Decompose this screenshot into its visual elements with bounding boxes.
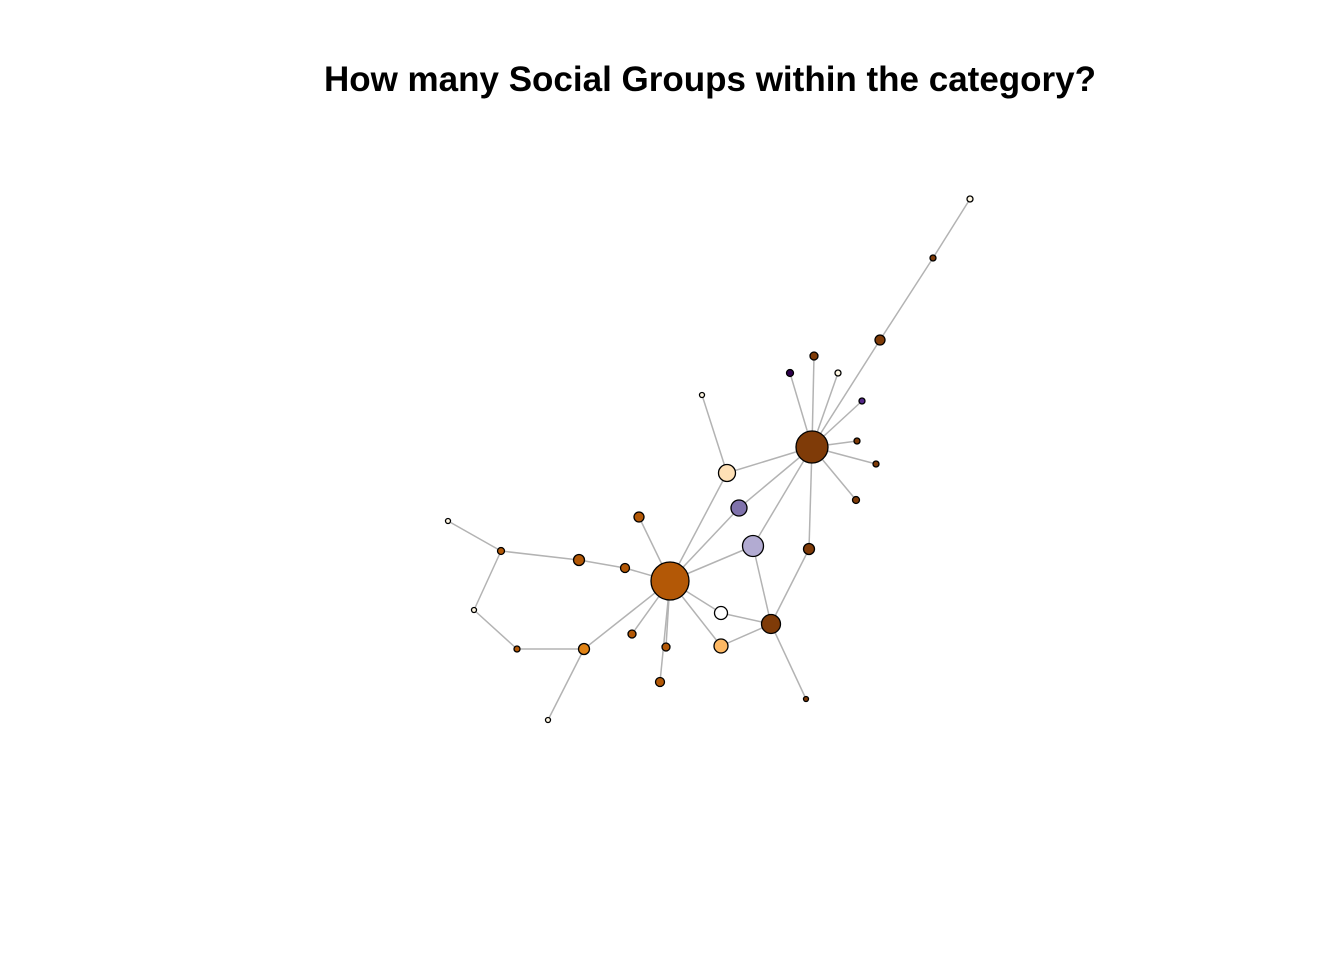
node-n-top-near — [874, 334, 886, 346]
nodes-layer — [444, 195, 974, 724]
node-n-spoke-brown-b — [853, 437, 861, 445]
edge-n-orange-left2-n-left-leaf — [447, 520, 502, 552]
edge-n-hub-small-n-hub-small-leaf — [770, 623, 807, 700]
edge-hub-brown-n-lavender-light — [752, 446, 813, 547]
node-n-orange-near — [619, 562, 631, 574]
node-n-spoke-brown-a — [809, 351, 819, 361]
node-hub-orange — [650, 561, 690, 601]
node-n-hub-small-leaf — [802, 695, 810, 703]
node-n-ring-a — [470, 606, 478, 614]
edge-n-top-near-hub-brown — [811, 339, 881, 448]
edge-n-top-far-n-top-mid — [932, 198, 971, 259]
node-n-spoke-purple-b — [858, 397, 866, 405]
edge-hub-brown-n-brown-mid — [808, 446, 813, 550]
edge-n-lavender-light-n-hub-small — [752, 545, 772, 625]
node-n-lavender-dark — [730, 499, 748, 517]
node-n-orange-left — [572, 553, 586, 567]
node-n-top-mid — [929, 254, 937, 262]
node-n-bottom-leaf — [544, 716, 552, 724]
node-n-white-mid — [713, 605, 729, 621]
edge-n-ring-c-n-bottom-leaf — [547, 648, 585, 721]
node-n-peach-leaf — [698, 391, 706, 399]
edge-n-orange-left2-n-ring-a — [473, 550, 502, 611]
node-n-orange-b1 — [627, 629, 637, 639]
node-n-ring-b — [513, 645, 521, 653]
edge-n-orange-near-n-orange-left — [578, 559, 626, 569]
node-hub-brown — [795, 430, 829, 464]
node-n-left-leaf — [444, 517, 452, 525]
node-n-orange-b3 — [654, 676, 666, 688]
node-n-lavender-light — [741, 534, 765, 558]
edge-n-peach-n-peach-leaf — [701, 394, 728, 474]
node-n-spoke-brown-d — [851, 495, 861, 505]
edges-layer — [447, 198, 971, 721]
node-n-orange-left2 — [496, 546, 506, 556]
edge-n-peach-hub-orange — [669, 472, 728, 582]
node-n-orange-b2 — [661, 642, 671, 652]
node-n-brown-mid — [802, 542, 816, 556]
edge-n-top-mid-n-top-near — [879, 257, 934, 341]
edge-n-ring-a-n-ring-b — [473, 609, 518, 650]
node-n-top-far — [966, 195, 974, 203]
node-n-spoke-white — [834, 369, 842, 377]
node-n-spoke-purple-a — [785, 368, 795, 378]
node-n-ring-c — [577, 642, 591, 656]
edge-n-orange-left-n-orange-left2 — [500, 550, 580, 561]
node-n-light-orange — [713, 638, 729, 654]
node-n-hub-small — [760, 613, 782, 635]
node-n-orange-top — [633, 511, 645, 523]
node-n-peach — [717, 463, 737, 483]
node-n-spoke-brown-c — [872, 460, 880, 468]
chart-title: How many Social Groups within the catego… — [323, 60, 1097, 99]
edge-n-brown-mid-n-hub-small — [770, 548, 810, 625]
